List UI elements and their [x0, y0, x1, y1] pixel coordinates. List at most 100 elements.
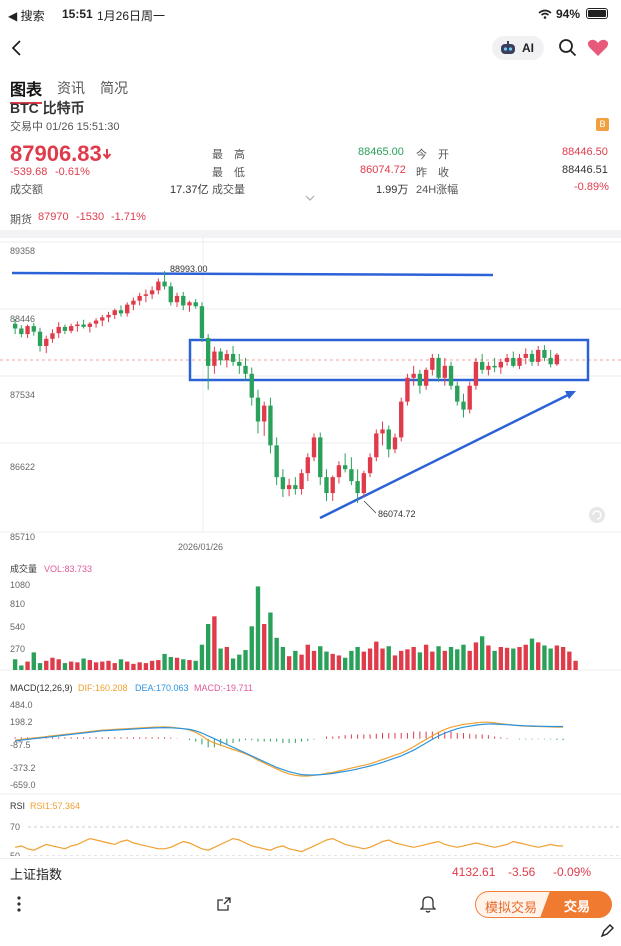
- alert-bell-icon[interactable]: [420, 895, 436, 913]
- candle-body: [187, 302, 192, 306]
- volume-bar: [100, 661, 105, 670]
- macd-value: MACD:-19.711: [194, 683, 253, 693]
- chart-area[interactable]: 89358 88446 87534 86622 85710 2026/01/26…: [0, 238, 621, 856]
- tab-profile[interactable]: 简况: [100, 80, 128, 96]
- share-icon[interactable]: [216, 896, 232, 912]
- candle-body: [56, 326, 61, 334]
- candle-body: [168, 286, 173, 303]
- candle-body: [255, 397, 261, 422]
- index-name: 上证指数: [10, 867, 63, 882]
- candle-body: [461, 401, 466, 410]
- macd-line-dif: [15, 721, 564, 777]
- candle-body: [330, 477, 335, 494]
- tab-news[interactable]: 资讯: [57, 80, 85, 96]
- volume-bar: [237, 654, 242, 670]
- search-icon[interactable]: [558, 38, 578, 58]
- open-label: 今 开: [416, 149, 449, 161]
- chart-reset-icon[interactable]: [589, 507, 605, 523]
- volume-bar: [492, 650, 497, 670]
- candle-body: [106, 314, 111, 318]
- candle-body: [536, 349, 541, 362]
- pencil-icon[interactable]: [600, 924, 614, 938]
- candle-body: [100, 317, 105, 321]
- candle-body: [75, 324, 80, 327]
- turnover-label: 成交额: [10, 184, 43, 196]
- rsi-tick-50: 50: [10, 851, 20, 856]
- macd-dea: DEA:170.063: [135, 683, 189, 693]
- sim-trade-button[interactable]: 模拟交易: [485, 900, 538, 915]
- volume-bar: [81, 658, 86, 670]
- macd-tick-5: -659.0: [10, 780, 36, 790]
- macd-title: MACD(12,26,9): [10, 683, 73, 693]
- more-icon[interactable]: [16, 896, 22, 912]
- candle-body: [411, 373, 416, 378]
- favorite-heart-icon[interactable]: [587, 39, 609, 57]
- y-tick-85710: 85710: [10, 532, 35, 542]
- asset-badge-icon[interactable]: B: [596, 118, 609, 131]
- y-tick-89358: 89358: [10, 246, 35, 256]
- status-time: 15:51: [62, 7, 93, 21]
- trade-button[interactable]: 交易: [540, 891, 612, 918]
- candle-body: [355, 481, 360, 494]
- candle-body: [118, 310, 124, 314]
- volume-indicator: VOL:83.733: [44, 564, 92, 574]
- candle-body: [554, 354, 560, 365]
- candle-body: [87, 323, 93, 327]
- volume-bar: [299, 654, 304, 670]
- candle-body: [386, 429, 391, 450]
- asset-name: BTC 比特币: [10, 100, 85, 116]
- candle-body: [293, 485, 298, 490]
- volume-bar: [106, 660, 111, 670]
- volume-panel: 成交量 VOL:83.733 1080 810 540 270: [0, 563, 621, 671]
- macd-tick-4: -373.2: [10, 763, 36, 773]
- candle-body: [517, 357, 522, 366]
- candle-body: [318, 437, 323, 478]
- volume-bar: [280, 647, 286, 670]
- annotation-high: 88993.00: [170, 264, 208, 274]
- candle-body: [392, 437, 398, 450]
- volume-bar: [330, 653, 335, 670]
- tab-chart[interactable]: 图表: [10, 76, 43, 104]
- candle-body: [131, 300, 136, 305]
- candle-body: [19, 328, 24, 335]
- trade-label: 交易: [564, 899, 591, 914]
- volume-bar: [567, 651, 572, 670]
- macd-tick-3: -87.5: [10, 740, 31, 750]
- volume-bar: [131, 663, 136, 670]
- volume-bar: [112, 663, 117, 670]
- candle-body: [249, 373, 254, 398]
- volume-bar: [62, 663, 68, 670]
- volume-bar: [19, 665, 24, 670]
- volume-bar: [293, 650, 298, 670]
- back-arrow-icon[interactable]: [10, 39, 22, 57]
- range-box[interactable]: [188, 338, 590, 382]
- candle-body: [62, 326, 68, 331]
- volume-bar: [230, 658, 236, 670]
- volume-bar: [205, 624, 211, 670]
- volume-bar: [12, 659, 18, 670]
- resistance-line[interactable]: [11, 271, 494, 277]
- candle-body: [149, 290, 155, 295]
- candle-body: [31, 326, 36, 332]
- macd-dif: DIF:160.208: [78, 683, 128, 693]
- volume-bar: [174, 657, 180, 670]
- expand-chevron-icon[interactable]: [305, 195, 315, 201]
- volume-bar: [218, 648, 223, 670]
- candle-body: [417, 373, 423, 386]
- volume-bar: [137, 662, 142, 670]
- candle-body: [199, 306, 205, 339]
- ai-button[interactable]: AI: [492, 36, 544, 60]
- section-divider: [0, 230, 621, 238]
- candle-body: [529, 353, 535, 362]
- vol-tick-1080: 1080: [10, 580, 30, 590]
- back-to-search[interactable]: ◀ 搜索: [8, 9, 45, 23]
- volume-bar: [473, 642, 479, 670]
- trend-arrow[interactable]: [319, 391, 573, 520]
- index-ticker[interactable]: 上证指数 4132.61 -3.56 -0.09%: [0, 858, 621, 884]
- trade-status: 交易中 01/26 15:51:30: [10, 121, 120, 133]
- candle-body: [442, 365, 447, 378]
- volume-bar: [479, 636, 485, 670]
- volume-bar: [436, 646, 441, 670]
- volume-bar: [336, 655, 342, 670]
- volume-bar: [511, 648, 516, 670]
